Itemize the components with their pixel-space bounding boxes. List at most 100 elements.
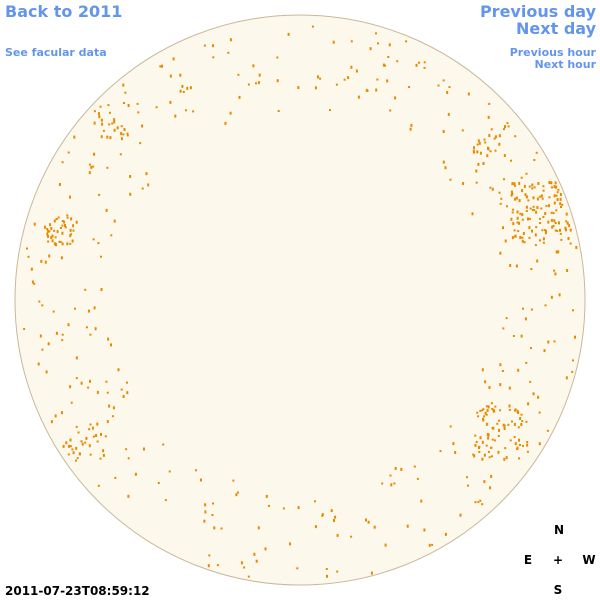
facular-point — [96, 440, 99, 443]
facular-point — [575, 246, 578, 249]
facular-data-link[interactable]: See facular data — [5, 46, 107, 59]
facular-point — [466, 476, 468, 479]
facular-point — [85, 326, 88, 329]
facular-point — [106, 166, 109, 169]
facular-point — [375, 88, 378, 92]
facular-point — [538, 442, 541, 446]
facular-point — [518, 457, 520, 460]
facular-point — [511, 420, 513, 423]
facular-point — [54, 236, 57, 239]
facular-point — [491, 187, 494, 191]
facular-point — [566, 221, 569, 225]
facular-point — [347, 76, 350, 80]
facular-point — [454, 451, 457, 454]
facular-point — [78, 452, 81, 456]
facular-point — [112, 406, 115, 410]
facular-point — [107, 104, 110, 107]
facular-point — [325, 568, 328, 570]
facular-point — [365, 88, 368, 92]
facular-point — [559, 193, 562, 196]
facular-point — [47, 240, 50, 243]
next-day-link[interactable]: Next day — [516, 19, 597, 38]
next-hour-link[interactable]: Next hour — [535, 58, 597, 71]
previous-hour-link[interactable]: Previous hour — [510, 46, 597, 59]
facular-point — [185, 109, 187, 112]
facular-point — [136, 102, 139, 105]
facular-point — [521, 218, 524, 221]
facular-point — [235, 493, 238, 497]
facular-point — [558, 293, 561, 297]
facular-point — [213, 526, 216, 530]
facular-point — [567, 237, 570, 240]
previous-day-link[interactable]: Previous day — [480, 2, 597, 21]
facular-point — [73, 135, 76, 139]
facular-point — [101, 122, 104, 126]
facular-point — [525, 210, 528, 212]
facular-point — [67, 323, 70, 327]
facular-point — [38, 300, 41, 303]
facular-point — [514, 135, 517, 138]
facular-point — [204, 503, 207, 507]
facular-point — [556, 191, 559, 194]
facular-point — [47, 229, 50, 233]
facular-point — [127, 104, 130, 107]
facular-point — [61, 220, 64, 222]
facular-point — [94, 327, 97, 331]
facular-point — [467, 484, 469, 487]
facular-point — [565, 212, 568, 216]
facular-point — [507, 423, 510, 426]
facular-point — [555, 250, 558, 254]
facular-point — [431, 543, 434, 546]
facular-point — [44, 260, 47, 264]
back-link[interactable]: Back to 2011 — [5, 2, 122, 21]
facular-point — [511, 211, 514, 214]
facular-point — [518, 181, 521, 185]
facular-point — [518, 438, 520, 442]
facular-point — [357, 95, 360, 99]
facular-point — [521, 213, 524, 217]
facular-point — [109, 136, 112, 140]
facular-point — [497, 450, 500, 454]
facular-point — [89, 423, 92, 426]
facular-point — [33, 282, 36, 285]
facular-point — [527, 402, 530, 406]
facular-point — [384, 543, 387, 547]
facular-point — [367, 520, 370, 524]
facular-point — [265, 494, 268, 498]
facular-point — [287, 32, 290, 36]
facular-point — [494, 405, 497, 408]
facular-point — [568, 224, 571, 228]
solar-disk — [14, 14, 586, 586]
facular-point — [297, 506, 300, 510]
facular-point — [550, 218, 553, 222]
facular-point — [75, 446, 78, 450]
facular-point — [159, 65, 162, 68]
facular-point — [61, 224, 64, 227]
facular-point — [100, 255, 102, 258]
facular-point — [93, 110, 96, 113]
facular-point — [257, 81, 260, 85]
facular-point — [489, 186, 492, 189]
facular-point — [75, 377, 78, 380]
facular-point — [491, 455, 493, 458]
facular-point — [554, 222, 557, 224]
facular-point — [389, 474, 392, 477]
facular-point — [551, 186, 553, 189]
facular-point — [512, 335, 515, 337]
facular-point — [61, 339, 64, 342]
facular-point — [264, 547, 267, 551]
facular-point — [108, 123, 111, 126]
facular-point — [314, 525, 317, 529]
facular-point — [461, 129, 464, 132]
facular-point — [482, 162, 485, 165]
facular-point — [519, 444, 521, 446]
facular-point — [483, 415, 486, 418]
facular-point — [252, 64, 255, 68]
facular-point — [60, 227, 62, 229]
facular-point — [69, 195, 71, 199]
facular-point — [485, 422, 488, 426]
compass-south: S — [554, 583, 563, 597]
facular-point — [519, 236, 522, 239]
facular-point — [212, 44, 214, 48]
facular-point — [553, 185, 556, 189]
